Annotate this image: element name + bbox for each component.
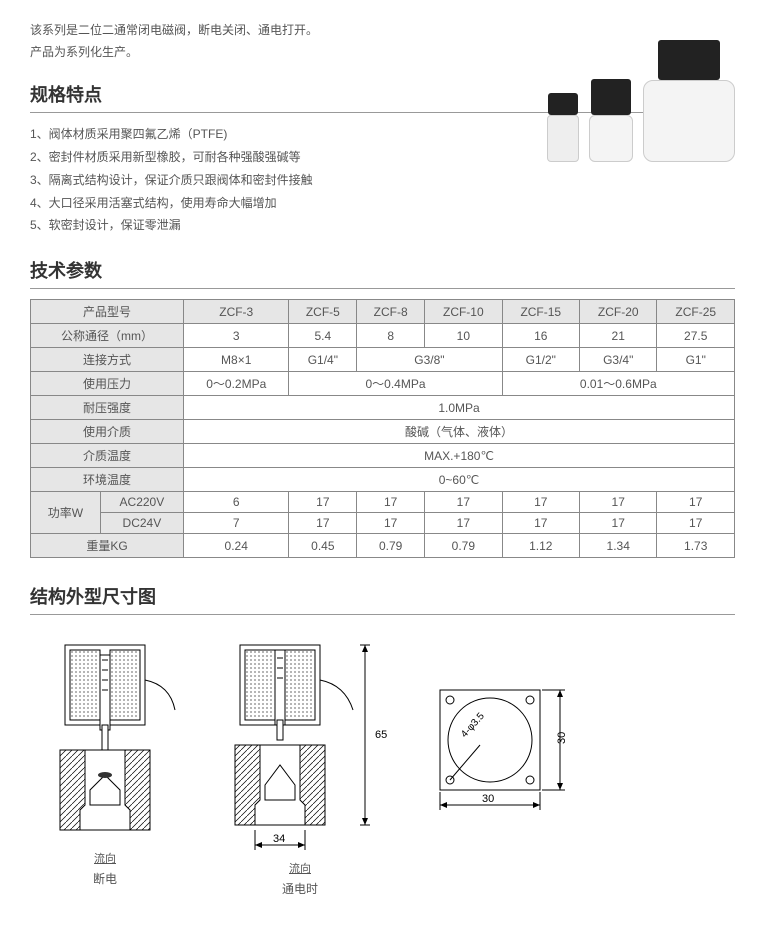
row-press-label: 使用压力 [31, 372, 184, 396]
cell: 10 [425, 324, 502, 348]
cell: 0~60℃ [184, 468, 735, 492]
cell: 酸碱（气体、液体） [184, 420, 735, 444]
cell: 17 [580, 513, 657, 534]
cell: G1/2" [502, 348, 579, 372]
th-m3: ZCF-8 [357, 300, 425, 324]
feature-item: 3、隔离式结构设计，保证介质只跟阀体和密封件接触 [30, 169, 735, 192]
cell: 17 [289, 492, 357, 513]
cell: 17 [657, 513, 735, 534]
th-m1: ZCF-3 [184, 300, 289, 324]
cell: 17 [580, 492, 657, 513]
cell: 0.45 [289, 534, 357, 558]
cell: G1" [657, 348, 735, 372]
th-m2: ZCF-5 [289, 300, 357, 324]
cell: 8 [357, 324, 425, 348]
row-medium-label: 使用介质 [31, 420, 184, 444]
dim-title: 结构外型尺寸图 [30, 583, 735, 615]
fig2-flow: 流向 [289, 863, 311, 875]
row-burst-label: 耐压强度 [31, 396, 184, 420]
dim-fig-open: 65 34 流向 通电时 [205, 630, 395, 897]
flange-h-text: 30 [556, 732, 568, 744]
cell: 0.79 [357, 534, 425, 558]
cell: 0.24 [184, 534, 289, 558]
cell: MAX.+180℃ [184, 444, 735, 468]
tech-title: 技术参数 [30, 257, 735, 289]
valve-image-medium [589, 79, 633, 162]
cell: 7 [184, 513, 289, 534]
cell: 0～0.2MPa [184, 372, 289, 396]
cell: 17 [502, 513, 579, 534]
fig1-label: 断电 [30, 870, 180, 887]
dimension-figures: 流向 断电 6 [30, 630, 735, 897]
feature-item: 4、大口径采用活塞式结构，使用寿命大幅增加 [30, 192, 735, 215]
cell: 0.79 [425, 534, 502, 558]
cell: 17 [357, 513, 425, 534]
dim-fig-closed: 流向 断电 [30, 630, 180, 887]
cell: 17 [425, 513, 502, 534]
th-m4: ZCF-10 [425, 300, 502, 324]
flange-w-text: 30 [482, 793, 494, 805]
cell: 1.12 [502, 534, 579, 558]
row-medtemp-label: 介质温度 [31, 444, 184, 468]
cell: G1/4" [289, 348, 357, 372]
cell: 1.34 [580, 534, 657, 558]
dim-h-text: 65 [375, 729, 387, 741]
cell: 16 [502, 324, 579, 348]
feature-item: 5、软密封设计，保证零泄漏 [30, 214, 735, 237]
cell: 27.5 [657, 324, 735, 348]
th-m5: ZCF-15 [502, 300, 579, 324]
dim-w-text: 34 [273, 833, 285, 845]
cell: 5.4 [289, 324, 357, 348]
cell: 17 [289, 513, 357, 534]
row-nominal-label: 公称通径（mm） [31, 324, 184, 348]
cell: 17 [425, 492, 502, 513]
row-power-ac-label: AC220V [100, 492, 183, 513]
cell: 17 [502, 492, 579, 513]
product-images [547, 40, 735, 162]
cell: G3/4" [580, 348, 657, 372]
row-power-dc-label: DC24V [100, 513, 183, 534]
th-m7: ZCF-25 [657, 300, 735, 324]
cell: 17 [657, 492, 735, 513]
fig1-flow: 流向 [94, 853, 116, 865]
row-envtemp-label: 环境温度 [31, 468, 184, 492]
cell: 21 [580, 324, 657, 348]
cell: 17 [357, 492, 425, 513]
cell: 3 [184, 324, 289, 348]
row-weight-label: 重量KG [31, 534, 184, 558]
cell: 0.01～0.6MPa [502, 372, 734, 396]
spec-table: 产品型号 ZCF-3 ZCF-5 ZCF-8 ZCF-10 ZCF-15 ZCF… [30, 299, 735, 558]
cell: 6 [184, 492, 289, 513]
row-power-label: 功率W [31, 492, 101, 534]
th-m6: ZCF-20 [580, 300, 657, 324]
row-conn-label: 连接方式 [31, 348, 184, 372]
fig2-label: 通电时 [205, 880, 395, 897]
intro-line-1: 该系列是二位二通常闭电磁阀，断电关闭、通电打开。 [30, 20, 735, 42]
cell: 1.0MPa [184, 396, 735, 420]
th-model: 产品型号 [31, 300, 184, 324]
dim-fig-flange: 4-φ3.5 30 30 [420, 670, 590, 830]
valve-image-large [643, 40, 735, 162]
cell: M8×1 [184, 348, 289, 372]
cell: G3/8" [357, 348, 502, 372]
cell: 0～0.4MPa [289, 372, 502, 396]
cell: 1.73 [657, 534, 735, 558]
valve-image-small [547, 93, 579, 162]
